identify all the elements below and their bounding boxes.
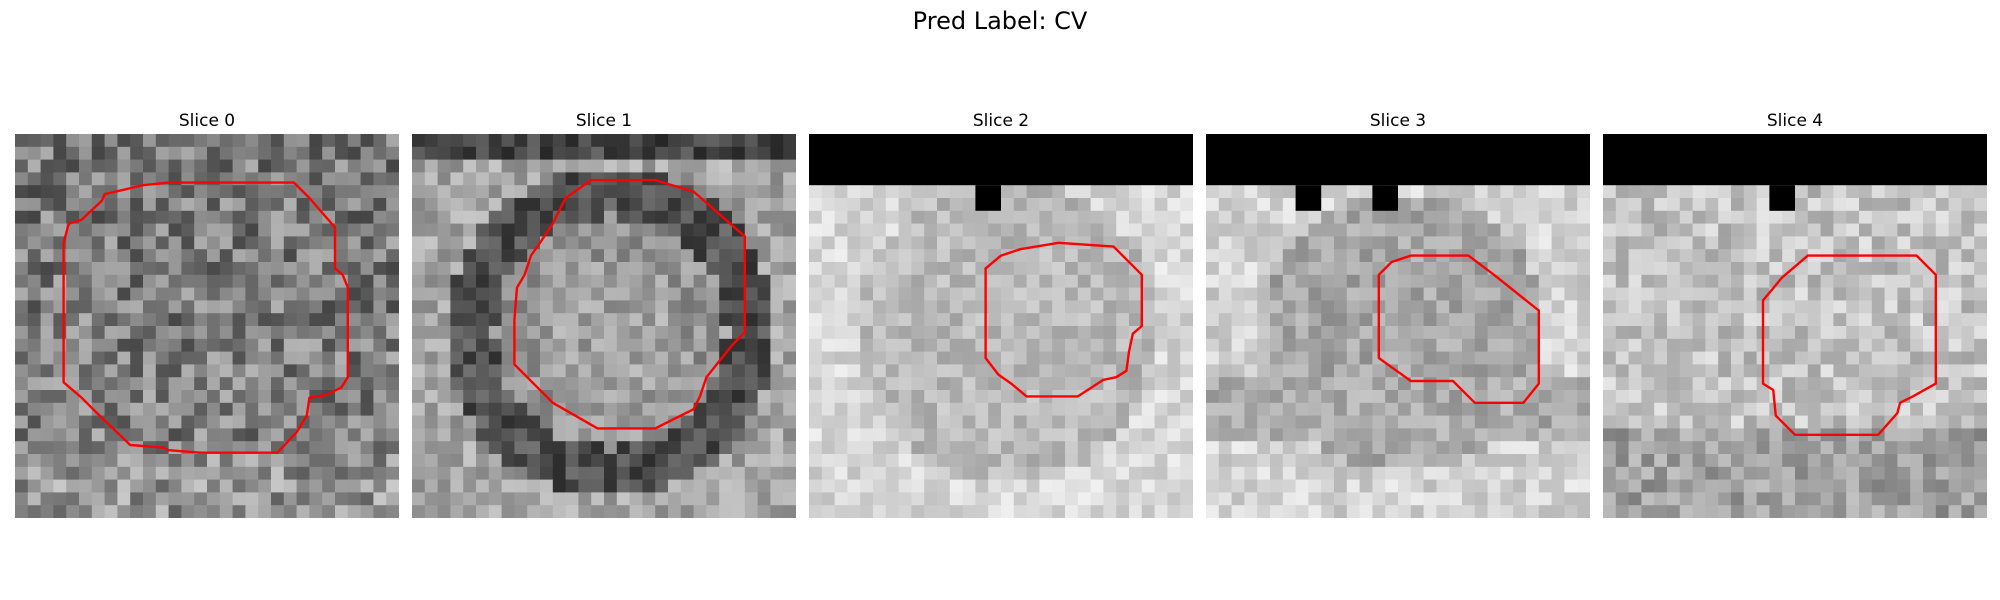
slice-title: Slice 1: [575, 111, 633, 131]
slice-image-3: [1206, 134, 1590, 518]
segmentation-contour: [513, 178, 746, 430]
slice-panel-4: Slice 4: [1603, 108, 1987, 518]
slice-image-0: [15, 134, 399, 518]
slice-title: Slice 0: [178, 111, 236, 131]
slice-panel-0: Slice 0: [15, 108, 399, 518]
mask-notch: [1372, 185, 1398, 211]
mask-notch: [1769, 185, 1795, 211]
slice-title: Slice 4: [1766, 111, 1824, 131]
figure-title: Pred Label: CV: [912, 7, 1088, 35]
mask-notch: [1295, 185, 1322, 211]
slice-image-1: [412, 134, 796, 518]
slice-title: Slice 3: [1369, 111, 1427, 131]
segmentation-contour: [1761, 254, 1937, 436]
segmentation-contour: [1377, 254, 1540, 404]
segmentation-contour: [62, 181, 349, 454]
slice-title: Slice 2: [972, 111, 1030, 131]
slice-image-2: [809, 134, 1193, 518]
slice-panel-1: Slice 1: [412, 108, 796, 518]
mask-notch: [975, 185, 1001, 211]
slice-panel-2: Slice 2: [809, 108, 1193, 518]
segmentation-contour: [984, 241, 1143, 398]
slice-image-4: [1603, 134, 1987, 518]
slice-panel-3: Slice 3: [1206, 108, 1590, 518]
